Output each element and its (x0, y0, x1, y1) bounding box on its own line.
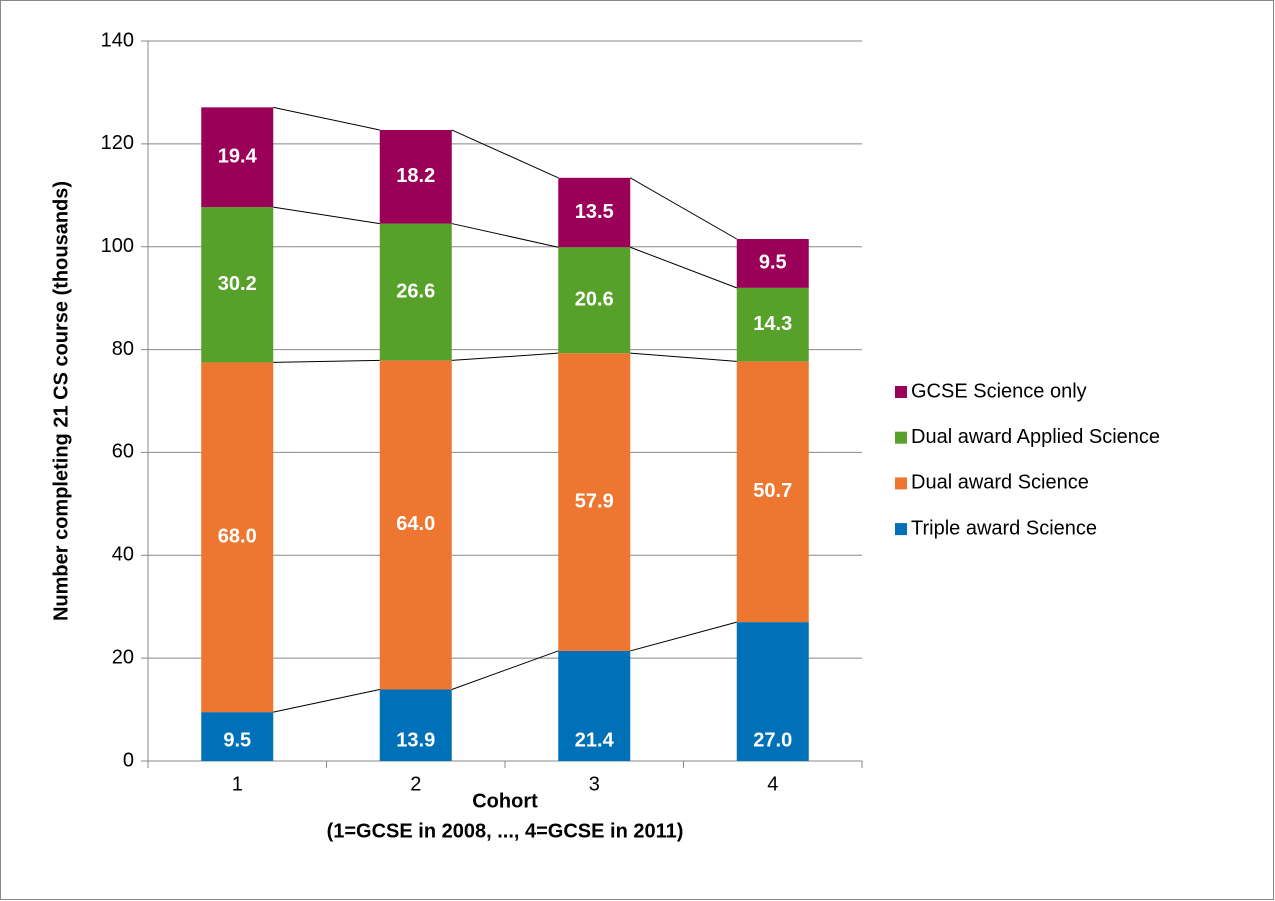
bar-segment (379, 689, 452, 761)
connector-line (630, 621, 737, 652)
y-tick-label: 60 (112, 441, 134, 463)
y-tick-label: 100 (101, 235, 134, 257)
y-tick-label: 0 (123, 749, 134, 771)
connector-line (630, 177, 737, 240)
bar-segment (736, 239, 809, 288)
bar-segment (736, 287, 809, 362)
y-tick-label: 20 (112, 646, 134, 668)
bar-segment (379, 360, 452, 690)
x-tick-label: 3 (589, 773, 600, 795)
y-tick-label: 40 (112, 544, 134, 566)
connector-line (273, 106, 380, 131)
value-label: 21.4 (575, 729, 615, 751)
connector-line (451, 352, 559, 361)
value-label: 13.9 (396, 729, 435, 751)
bar-segment (201, 712, 274, 761)
legend-swatch (895, 431, 907, 444)
value-label: 20.6 (575, 288, 614, 310)
connector-line (451, 650, 559, 690)
legend-label: GCSE Science only (911, 380, 1087, 402)
value-label: 30.2 (218, 273, 257, 295)
legend-swatch (895, 523, 907, 536)
x-tick-label: 1 (232, 773, 243, 795)
value-label: 68.0 (218, 526, 257, 548)
x-tick-label: 4 (767, 773, 778, 795)
bar-segment (379, 223, 452, 361)
bar-segment (558, 247, 631, 354)
bar-segment (201, 362, 274, 713)
value-label: 64.0 (396, 513, 435, 535)
x-axis-label: (1=GCSE in 2008, ..., 4=GCSE in 2011) (327, 820, 684, 842)
connector-line (630, 352, 737, 362)
connector-line (273, 359, 380, 363)
bar-segment (379, 129, 452, 224)
value-label: 9.5 (223, 729, 251, 751)
value-label: 19.4 (218, 146, 258, 168)
y-tick-label: 140 (101, 29, 134, 51)
value-label: 26.6 (396, 280, 435, 302)
value-label: 18.2 (396, 165, 435, 187)
connector-line (273, 689, 380, 713)
connector-line (451, 129, 559, 179)
bar-segment (736, 361, 809, 623)
connector-line (273, 206, 380, 225)
y-tick-label: 120 (101, 132, 134, 154)
bar-segment (201, 107, 274, 208)
legend-label: Dual award Applied Science (911, 426, 1160, 448)
y-tick-label: 80 (112, 338, 134, 360)
bar-segment (201, 207, 274, 363)
legend-label: Triple award Science (911, 517, 1097, 539)
legend-label: Dual award Science (911, 472, 1089, 494)
y-axis-label: Number completing 21 CS course (thousand… (50, 181, 72, 621)
connector-line (451, 223, 559, 248)
value-label: 27.0 (753, 729, 792, 751)
bar-segment (558, 177, 631, 248)
value-label: 57.9 (575, 490, 614, 512)
x-tick-label: 2 (410, 773, 421, 795)
bar-segment (736, 622, 809, 761)
value-label: 9.5 (759, 252, 787, 274)
value-label: 14.3 (753, 313, 792, 335)
bar-segment (558, 353, 631, 651)
value-label: 50.7 (753, 480, 792, 502)
x-axis-label: Cohort (472, 790, 538, 812)
connector-line (630, 246, 737, 289)
legend-swatch (895, 477, 907, 490)
legend-swatch (895, 386, 907, 398)
bar-segment (558, 650, 631, 761)
value-label: 13.5 (575, 201, 614, 223)
